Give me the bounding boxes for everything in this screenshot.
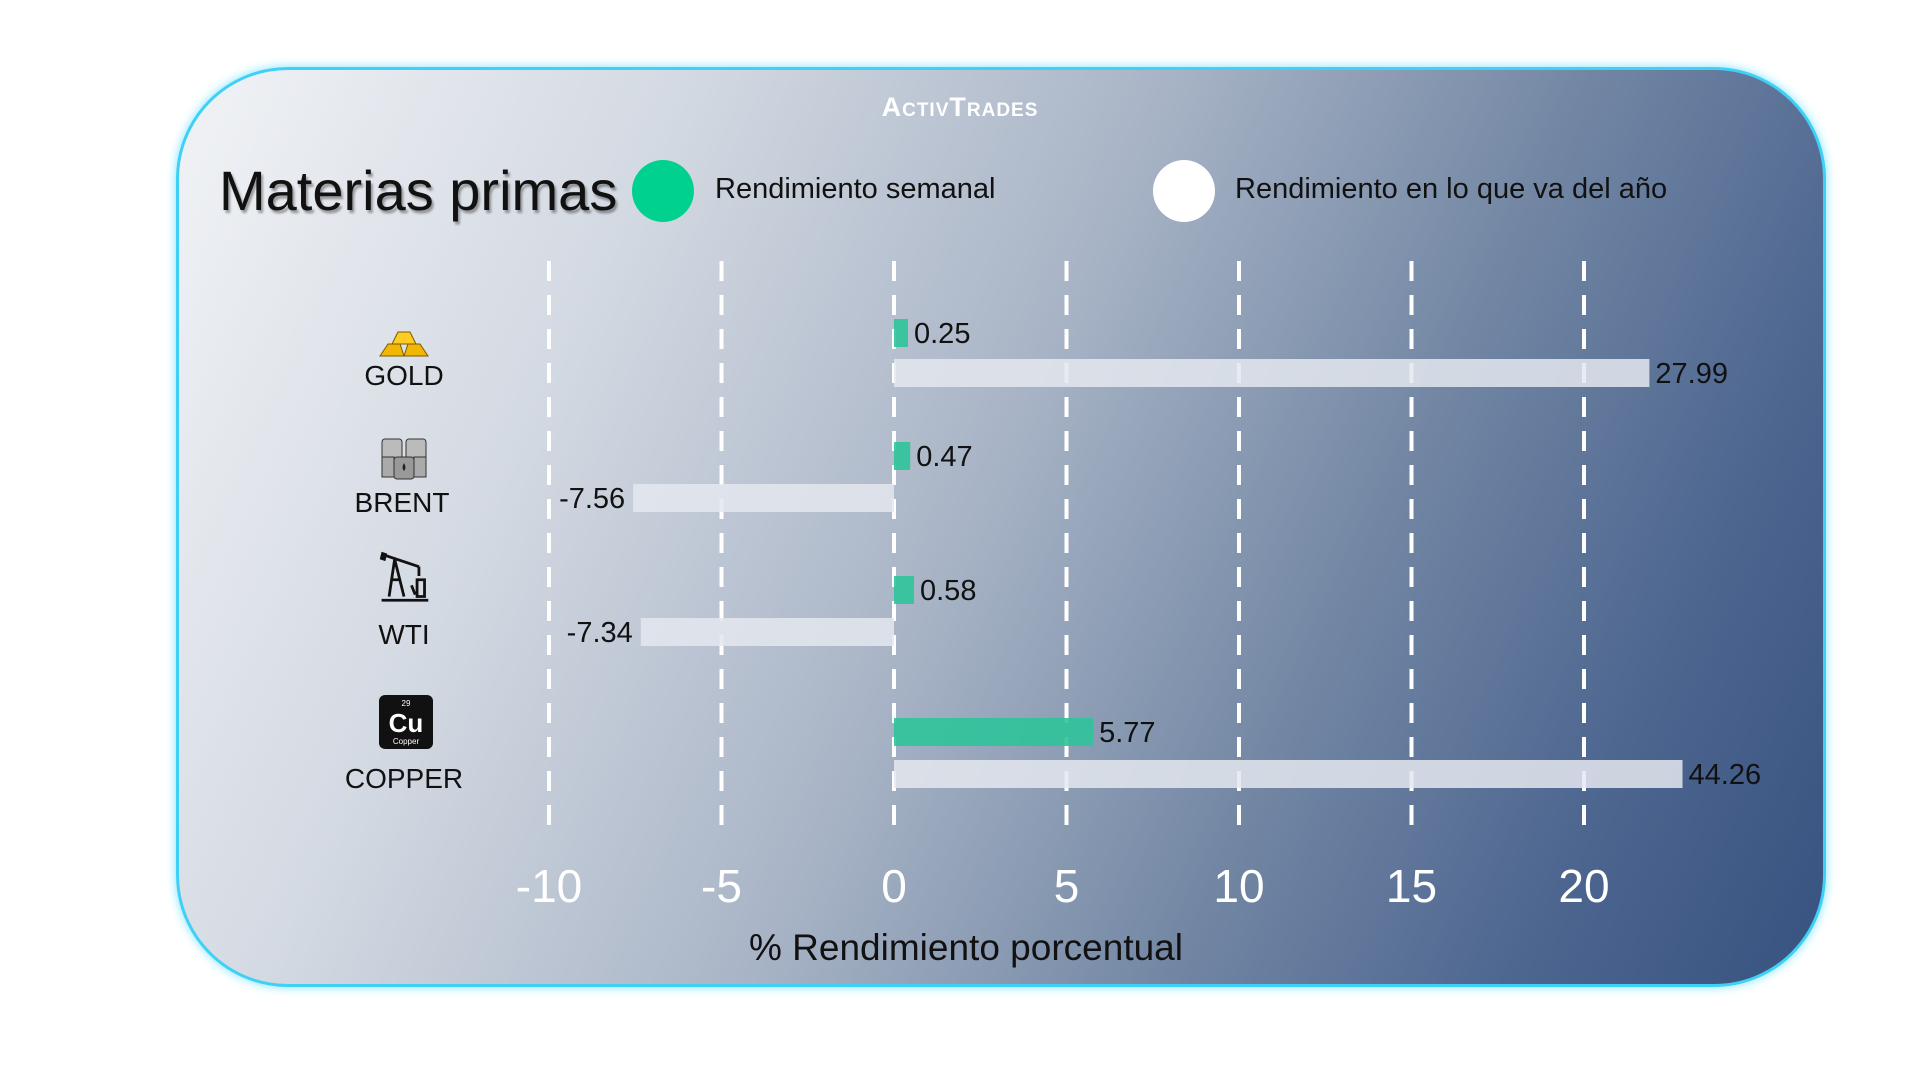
x-tick-label: 15 <box>1386 860 1437 912</box>
x-tick-label: -5 <box>701 860 742 912</box>
activtrades-logo: ActivTrades <box>881 92 1039 122</box>
gold-bars-icon <box>379 331 429 357</box>
x-tick-label: 5 <box>1054 860 1080 912</box>
weekly-value-label: 0.47 <box>916 441 972 473</box>
svg-text:29: 29 <box>402 699 411 708</box>
weekly-value-label: 0.58 <box>920 575 976 607</box>
legend-ytd-swatch <box>1153 160 1215 222</box>
svg-text:Cu: Cu <box>389 708 424 738</box>
x-tick-label: -10 <box>516 860 582 912</box>
category-label-wti: WTI <box>378 619 430 650</box>
ytd-bar <box>640 618 894 646</box>
legend-ytd-label: Rendimiento en lo que va del año <box>1235 173 1668 205</box>
x-axis-label: % Rendimiento porcentual <box>749 927 1183 968</box>
legend-weekly-swatch <box>632 160 694 222</box>
x-tick-label: 0 <box>881 860 907 912</box>
category-label-gold: GOLD <box>364 360 444 391</box>
oil-barrels-icon <box>381 438 427 480</box>
category-label-copper: COPPER <box>344 763 464 794</box>
ytd-bar <box>633 484 894 512</box>
weekly-value-label: 0.25 <box>914 318 970 350</box>
legend-weekly-label: Rendimiento semanal <box>715 173 996 205</box>
weekly-bar <box>894 576 915 604</box>
svg-text:Copper: Copper <box>393 737 420 746</box>
x-tick-label: 10 <box>1213 860 1264 912</box>
weekly-bar <box>894 319 908 347</box>
chart-card <box>176 67 1826 987</box>
weekly-bar <box>894 442 911 470</box>
x-tick-label: 20 <box>1558 860 1609 912</box>
ytd-bar <box>894 359 1650 387</box>
category-label-brent: BRENT <box>354 487 450 518</box>
weekly-bar <box>894 718 1094 746</box>
oil-pump-icon <box>379 551 429 602</box>
ytd-value-label: -7.34 <box>567 617 633 649</box>
ytd-value-label: 44.26 <box>1689 759 1762 791</box>
ytd-value-label: 27.99 <box>1655 358 1728 390</box>
chart-title: Materias primas <box>219 159 618 222</box>
ytd-bar <box>894 760 1683 788</box>
ytd-value-label: -7.56 <box>559 483 625 515</box>
weekly-value-label: 5.77 <box>1099 717 1155 749</box>
copper-element-icon: 29 Cu Copper <box>379 695 433 749</box>
